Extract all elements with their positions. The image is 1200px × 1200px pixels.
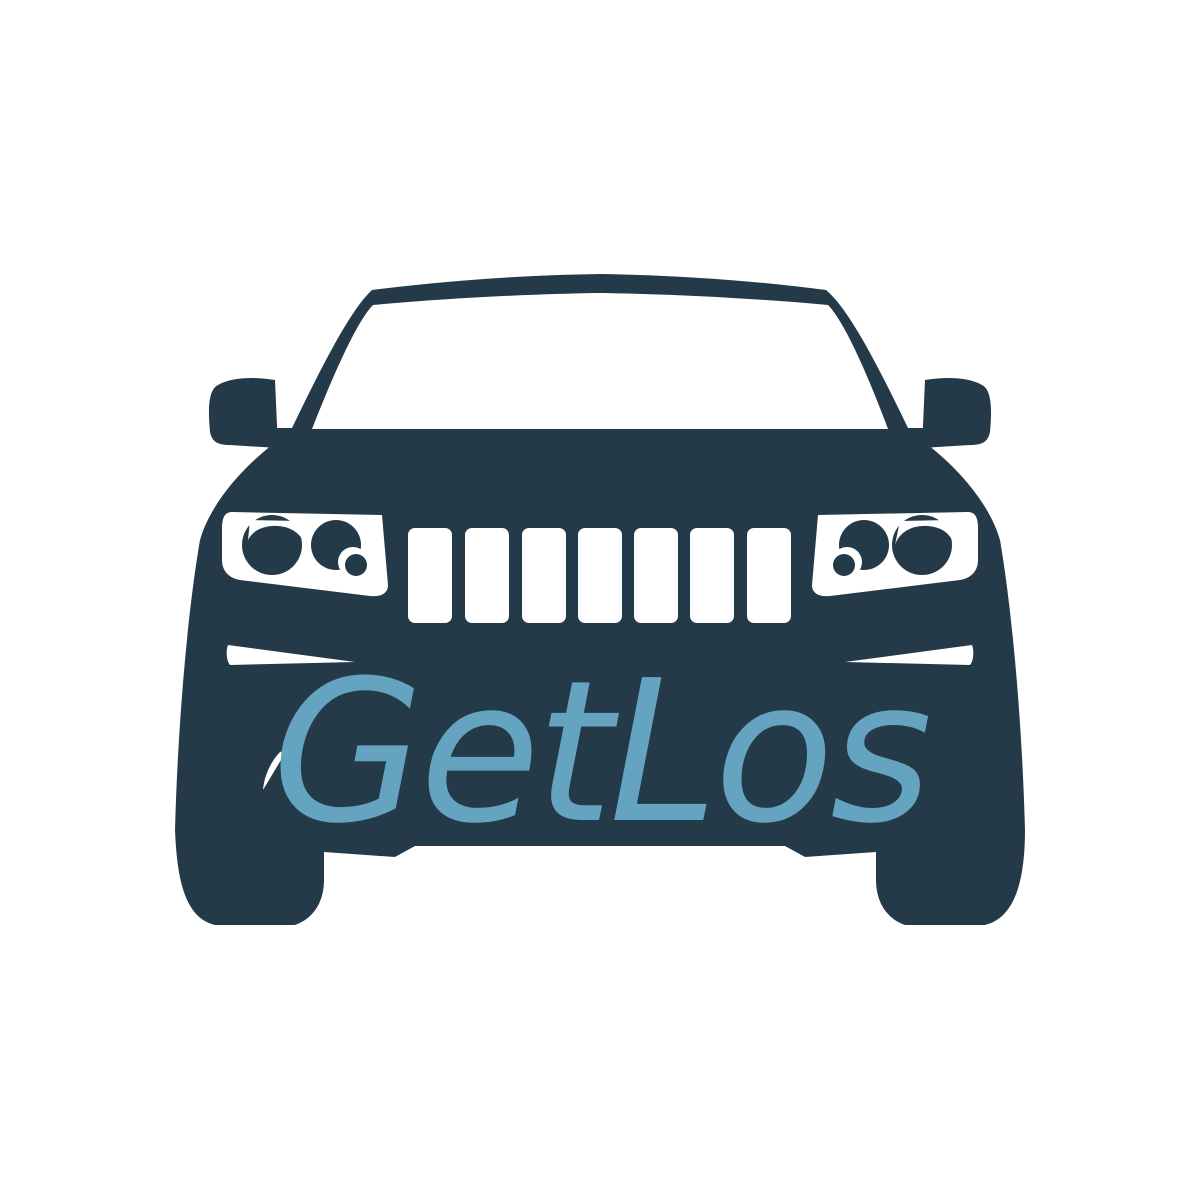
brand-wordmark: GetLos <box>272 639 929 867</box>
grille <box>408 528 791 623</box>
windshield <box>312 293 888 429</box>
grille-slot <box>690 528 734 623</box>
right-headlight-dot <box>833 554 855 576</box>
fog-light-mark <box>263 750 287 790</box>
grille-slot <box>578 528 622 623</box>
left-headlight-lamp-accent <box>248 520 305 545</box>
grille-slot <box>465 528 509 623</box>
left-headlight-dot <box>345 554 367 576</box>
left-bumper-line <box>226 645 355 665</box>
grille-slot <box>634 528 678 623</box>
grille-slot <box>408 528 452 623</box>
right-headlight-lamp-accent <box>895 520 952 545</box>
right-bumper-line <box>845 645 974 665</box>
suv-front-icon <box>175 274 1025 925</box>
grille-slot <box>522 528 566 623</box>
left-mirror <box>208 377 278 448</box>
grille-slot <box>747 528 791 623</box>
right-mirror <box>922 377 992 448</box>
